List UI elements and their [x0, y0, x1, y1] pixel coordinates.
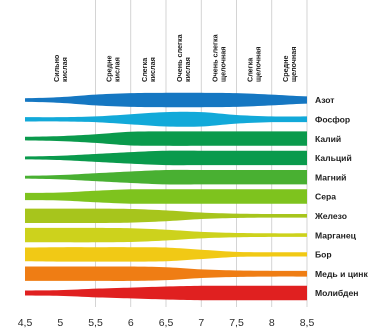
- nutrient-band: [25, 150, 307, 166]
- nutrient-band: [25, 189, 307, 204]
- zone-label-line: щелочная: [218, 47, 227, 82]
- nutrient-bands: [25, 92, 307, 301]
- nutrient-band: [25, 169, 307, 185]
- zone-label-line: Очень слегка: [175, 33, 184, 82]
- zone-label: Очень слегка щелочная: [210, 33, 227, 82]
- nutrient-label: Молибден: [315, 288, 358, 298]
- nutrient-band: [25, 208, 307, 224]
- zone-label-line: Слегка: [140, 57, 149, 82]
- ph-tick-label: 5,5: [88, 317, 103, 329]
- ph-tick-label: 4,5: [18, 317, 33, 329]
- zone-label-line: Слегка: [246, 57, 255, 82]
- ph-tick-label: 7: [198, 317, 204, 329]
- zone-label-line: Средне: [105, 56, 114, 82]
- zone-label-line: Средне: [281, 56, 290, 82]
- nutrient-label: Сера: [315, 192, 336, 202]
- zone-label-line: кислая: [60, 57, 69, 82]
- ph-tick-label: 6: [128, 317, 134, 329]
- zone-label: Слегка щелочная: [246, 47, 263, 82]
- nutrient-band: [25, 266, 307, 281]
- nutrient-label: Калий: [315, 134, 341, 144]
- zone-label: Очень слегка кислая: [175, 33, 192, 82]
- zone-label: Средне щелочная: [281, 47, 298, 82]
- ph-tick-label: 8: [269, 317, 275, 329]
- nutrient-label: Бор: [315, 250, 332, 260]
- zone-label: Сильно кислая: [52, 54, 69, 82]
- nutrient-band: [25, 247, 307, 262]
- ph-tick-label: 6,5: [159, 317, 174, 329]
- zone-label-line: кислая: [148, 57, 157, 82]
- ph-tick-label: 8,5: [300, 317, 315, 329]
- zone-label: Средне кислая: [105, 56, 122, 82]
- zone-label: Слегка кислая: [140, 57, 157, 82]
- ph-tick-label: 5: [57, 317, 63, 329]
- zone-label-line: щелочная: [289, 47, 298, 82]
- nutrient-label: Медь и цинк: [315, 269, 368, 279]
- nutrient-band: [25, 131, 307, 146]
- nutrient-label: Азот: [315, 95, 335, 105]
- nutrient-label: Марганец: [315, 230, 357, 240]
- zone-label-line: кислая: [113, 57, 122, 82]
- nutrient-label: Железо: [314, 211, 347, 221]
- ph-tick-label: 7,5: [229, 317, 244, 329]
- zone-label-line: щелочная: [254, 47, 263, 82]
- nutrient-band: [25, 227, 307, 243]
- zone-label-line: Очень слегка: [210, 33, 219, 82]
- nutrient-label: Кальций: [315, 153, 352, 163]
- nutrient-band: [25, 111, 307, 127]
- zone-label-line: кислая: [183, 57, 192, 82]
- nutrient-band: [25, 92, 307, 108]
- ph-axis-ticks: 4,5 5 5,5 6 6,5 7 7,5 8 8,5: [18, 317, 315, 329]
- nutrient-label: Магний: [315, 172, 346, 182]
- nutrient-label: Фосфор: [315, 115, 350, 125]
- zone-labels: Сильно кислая Средне кислая Слегка кислая Очен…: [52, 33, 298, 82]
- zone-label-line: Сильно: [52, 54, 61, 82]
- nutrient-band: [25, 285, 307, 301]
- nutrient-labels: Азот Фосфор Калий Кальций Магний Сера Железо Ма…: [314, 95, 368, 298]
